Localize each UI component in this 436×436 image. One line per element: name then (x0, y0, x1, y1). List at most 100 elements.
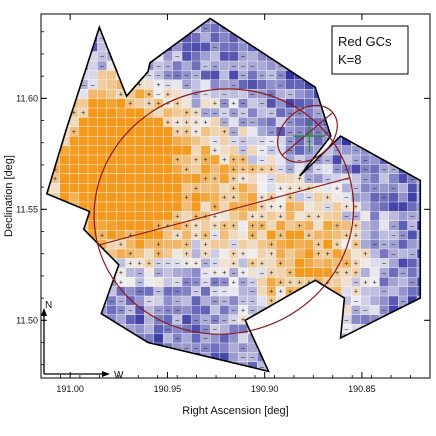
cell-sign-marker: + (81, 242, 85, 249)
density-cell (106, 117, 117, 128)
density-cell (407, 98, 418, 109)
density-cell (257, 277, 268, 288)
density-cell (379, 79, 390, 90)
cell-sign-marker: – (100, 336, 104, 343)
cell-sign-marker: – (420, 26, 424, 33)
cell-sign-marker: – (204, 364, 208, 371)
density-cell (59, 333, 70, 344)
density-cell (341, 286, 352, 297)
density-cell (68, 154, 80, 165)
density-cell (144, 352, 155, 363)
density-cell (97, 70, 108, 81)
density-cell (341, 361, 352, 372)
density-cell (416, 229, 421, 241)
density-cell (144, 154, 155, 165)
density-cell (247, 182, 258, 194)
density-cell (388, 361, 399, 372)
density-cell (416, 107, 421, 118)
cell-sign-marker: – (401, 138, 405, 145)
density-cell (257, 173, 268, 184)
cell-sign-marker: – (204, 373, 208, 380)
cell-sign-marker: + (203, 176, 207, 183)
density-cell (388, 201, 399, 212)
cell-sign-marker: – (175, 261, 179, 268)
cell-sign-marker: + (279, 204, 283, 211)
density-cell (50, 135, 61, 147)
density-cell (228, 286, 239, 297)
density-cell (125, 295, 136, 306)
density-cell (87, 267, 98, 278)
cell-sign-marker: – (138, 279, 142, 286)
density-cell (87, 371, 98, 372)
density-cell (322, 229, 333, 241)
density-cell (87, 135, 98, 147)
density-cell (78, 98, 89, 109)
density-cell (134, 51, 145, 62)
density-cell (59, 324, 70, 335)
density-cell (125, 267, 136, 278)
density-cell (285, 352, 296, 363)
density-cell (379, 342, 390, 353)
density-cell (247, 173, 258, 184)
density-cell (87, 277, 98, 288)
density-cell (97, 211, 108, 222)
density-cell (313, 42, 324, 53)
density-cell (50, 267, 61, 278)
density-cell (369, 164, 380, 175)
density-cell (87, 314, 98, 325)
density-cell (332, 88, 343, 100)
density-cell (398, 286, 409, 297)
density-cell (313, 182, 324, 194)
cell-sign-marker: – (110, 26, 114, 33)
cell-sign-marker: + (354, 270, 358, 277)
density-cell (59, 88, 70, 100)
cell-sign-marker: – (298, 129, 302, 136)
density-cell (275, 371, 286, 372)
density-cell (257, 248, 268, 259)
density-cell (68, 324, 80, 335)
density-cell (398, 248, 409, 259)
cell-sign-marker: + (194, 232, 198, 239)
density-cell (125, 51, 136, 62)
density-cell (59, 352, 70, 363)
density-cell (50, 314, 61, 325)
cell-sign-marker: – (410, 35, 414, 42)
density-cell (97, 201, 108, 212)
density-cell (219, 258, 230, 269)
density-cell (388, 286, 399, 297)
density-cell (59, 18, 70, 24)
density-cell (87, 70, 98, 81)
density-cell (304, 42, 315, 53)
cell-sign-marker: + (232, 176, 236, 183)
density-cell (351, 248, 362, 259)
cell-sign-marker: – (213, 326, 217, 333)
cell-sign-marker: – (392, 138, 396, 145)
density-cell (87, 18, 98, 24)
cell-sign-marker: – (269, 355, 273, 362)
density-cell (144, 192, 155, 203)
density-cell (313, 258, 324, 269)
cell-sign-marker: – (147, 35, 151, 42)
density-cell (398, 145, 409, 156)
cell-sign-marker: – (100, 289, 104, 296)
cell-sign-marker: + (128, 261, 132, 268)
density-cell (209, 51, 221, 62)
density-cell (172, 239, 183, 250)
cell-sign-marker: – (241, 54, 245, 61)
main-ellipse-major-axis (97, 177, 350, 246)
cell-sign-marker: – (138, 345, 142, 352)
density-cell (153, 154, 164, 165)
density-cell (275, 267, 286, 278)
density-cell (97, 277, 108, 288)
density-cell (68, 117, 80, 128)
cell-sign-marker: – (251, 355, 255, 362)
cell-sign-marker: + (53, 167, 57, 174)
density-cell (134, 107, 145, 118)
density-cell (426, 108, 436, 118)
density-cell (360, 295, 371, 306)
density-cell (59, 248, 70, 259)
density-cell (426, 371, 436, 381)
cell-sign-marker: + (363, 251, 367, 258)
density-cell (115, 248, 127, 259)
density-cell (46, 79, 51, 90)
